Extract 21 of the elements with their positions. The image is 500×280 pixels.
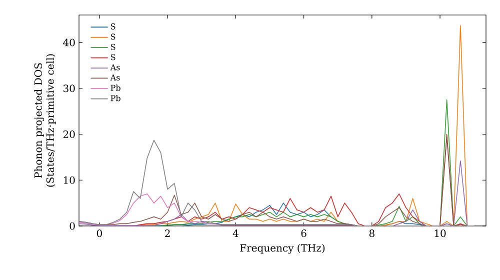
y-tick-label: 0	[70, 222, 75, 230]
x-tick-label: 2	[165, 230, 170, 237]
y-tick-label: 20	[63, 130, 75, 138]
y-tick-label: 10	[64, 176, 75, 184]
y-axis-title: Phonon projected DOS (States/THz·primitive cell)	[34, 54, 56, 187]
legend-label: S	[110, 23, 116, 30]
legend-label: S	[110, 54, 116, 60]
y-tick-label: 30	[64, 84, 75, 92]
legend-label: As	[110, 74, 120, 80]
legend-label: Pb	[110, 95, 120, 102]
y-tick-label: 40	[63, 38, 75, 46]
x-axis-title: Frequency (THz)	[240, 244, 325, 254]
legend-label: S	[110, 44, 116, 50]
x-tick-label: 6	[301, 230, 306, 238]
legend-label: As	[110, 64, 120, 70]
x-tick-label: 0	[96, 230, 102, 238]
legend-label: S	[110, 34, 116, 40]
x-tick-label: 10	[434, 230, 446, 238]
legend-label: Pb	[110, 84, 120, 91]
x-tick-label: 8	[369, 230, 374, 238]
x-tick-label: 4	[232, 230, 238, 237]
